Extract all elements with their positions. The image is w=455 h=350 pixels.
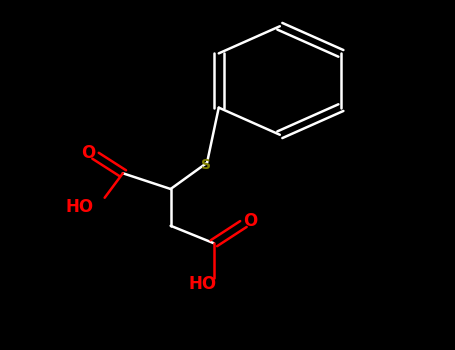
Text: S: S: [201, 158, 211, 172]
Text: O: O: [81, 144, 96, 162]
Text: HO: HO: [188, 275, 217, 293]
Text: HO: HO: [66, 197, 94, 216]
Text: O: O: [243, 212, 257, 230]
